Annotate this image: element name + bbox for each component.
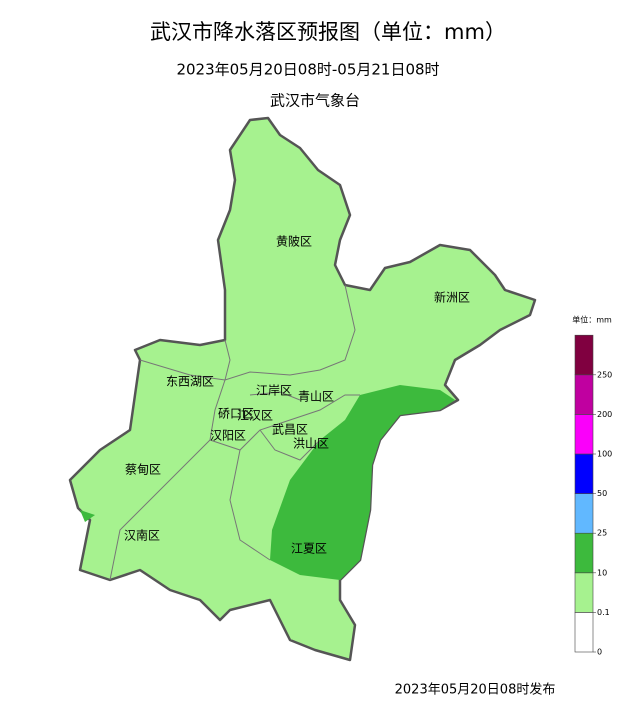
- legend-swatch: [574, 532, 594, 574]
- legend-tick-label: 0.1: [597, 608, 610, 617]
- legend-swatch: [574, 572, 594, 613]
- legend-tick-label: 0: [597, 648, 602, 657]
- legend-swatch: [574, 334, 594, 376]
- district-label: 洪山区: [293, 437, 329, 451]
- district-label: 硚口区: [218, 407, 254, 421]
- district-label: 江夏区: [291, 542, 327, 556]
- district-label: 汉南区: [124, 528, 160, 543]
- map: [68, 116, 537, 662]
- legend-title: 单位：mm: [572, 315, 612, 325]
- district-label: 新洲区: [434, 290, 470, 305]
- footer: 2023年05月20日08时发布: [395, 682, 556, 698]
- district-label: 黄陂区: [276, 234, 312, 249]
- legend-tick-label: 10: [597, 568, 607, 577]
- legend-tick-label: 200: [597, 410, 612, 419]
- legend-tick-label: 25: [597, 529, 607, 538]
- legend-swatch: [574, 374, 594, 415]
- district-label: 汉阳区: [210, 429, 246, 443]
- district-borders: [109, 284, 360, 581]
- heavier-rain-area: [80, 385, 455, 580]
- legend-swatch: [574, 414, 594, 455]
- title: 武汉市降水落区预报图（单位：mm）: [150, 20, 506, 44]
- legend-tick-label: 250: [597, 370, 612, 379]
- legend: 单位：mm 0 0.1 10 25 50 100 200 250: [572, 315, 612, 657]
- district-label: 青山区: [298, 390, 334, 404]
- legend-tick-label: 50: [597, 489, 607, 498]
- legend-swatch: [574, 453, 594, 494]
- issuer: 武汉市气象台: [270, 92, 360, 110]
- legend-tick-label: 100: [597, 450, 612, 459]
- legend-swatch: [574, 612, 594, 653]
- district-label: 武昌区: [272, 423, 308, 437]
- subtitle: 2023年05月20日08时-05月21日08时: [176, 61, 439, 79]
- district-label: 蔡甸区: [125, 463, 161, 477]
- legend-swatch: [574, 493, 594, 534]
- district-label: 江岸区: [256, 384, 292, 398]
- district-label: 东西湖区: [166, 374, 214, 389]
- district-label: 江汉区: [237, 409, 273, 423]
